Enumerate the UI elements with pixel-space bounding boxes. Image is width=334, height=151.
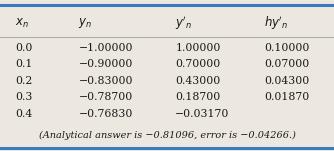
Text: 0.4: 0.4 bbox=[15, 109, 32, 119]
Text: $\it{x}_{\rm\it{n}}$: $\it{x}_{\rm\it{n}}$ bbox=[15, 17, 29, 30]
Text: 0.70000: 0.70000 bbox=[175, 59, 220, 69]
Text: $\it{y}'_{\rm\it{n}}$: $\it{y}'_{\rm\it{n}}$ bbox=[175, 15, 193, 32]
Text: $\it{y}_{\rm\it{n}}$: $\it{y}_{\rm\it{n}}$ bbox=[78, 16, 93, 30]
Text: 0.1: 0.1 bbox=[15, 59, 32, 69]
Text: −0.78700: −0.78700 bbox=[78, 92, 133, 102]
Text: −0.90000: −0.90000 bbox=[78, 59, 133, 69]
Text: −0.03170: −0.03170 bbox=[175, 109, 230, 119]
Text: 0.3: 0.3 bbox=[15, 92, 32, 102]
Text: −1.00000: −1.00000 bbox=[78, 43, 133, 53]
Text: −0.76830: −0.76830 bbox=[78, 109, 133, 119]
Text: 1.00000: 1.00000 bbox=[175, 43, 221, 53]
Text: 0.01870: 0.01870 bbox=[264, 92, 309, 102]
Text: (Analytical answer is −0.81096, error is −0.04266.): (Analytical answer is −0.81096, error is… bbox=[38, 131, 296, 140]
Text: 0.0: 0.0 bbox=[15, 43, 32, 53]
Text: 0.10000: 0.10000 bbox=[264, 43, 309, 53]
Text: 0.07000: 0.07000 bbox=[264, 59, 309, 69]
Text: 0.04300: 0.04300 bbox=[264, 76, 309, 86]
Text: 0.43000: 0.43000 bbox=[175, 76, 220, 86]
Text: 0.18700: 0.18700 bbox=[175, 92, 220, 102]
Text: 0.2: 0.2 bbox=[15, 76, 32, 86]
Text: −0.83000: −0.83000 bbox=[78, 76, 133, 86]
Text: $\it{hy}'_{\rm\it{n}}$: $\it{hy}'_{\rm\it{n}}$ bbox=[264, 15, 288, 32]
